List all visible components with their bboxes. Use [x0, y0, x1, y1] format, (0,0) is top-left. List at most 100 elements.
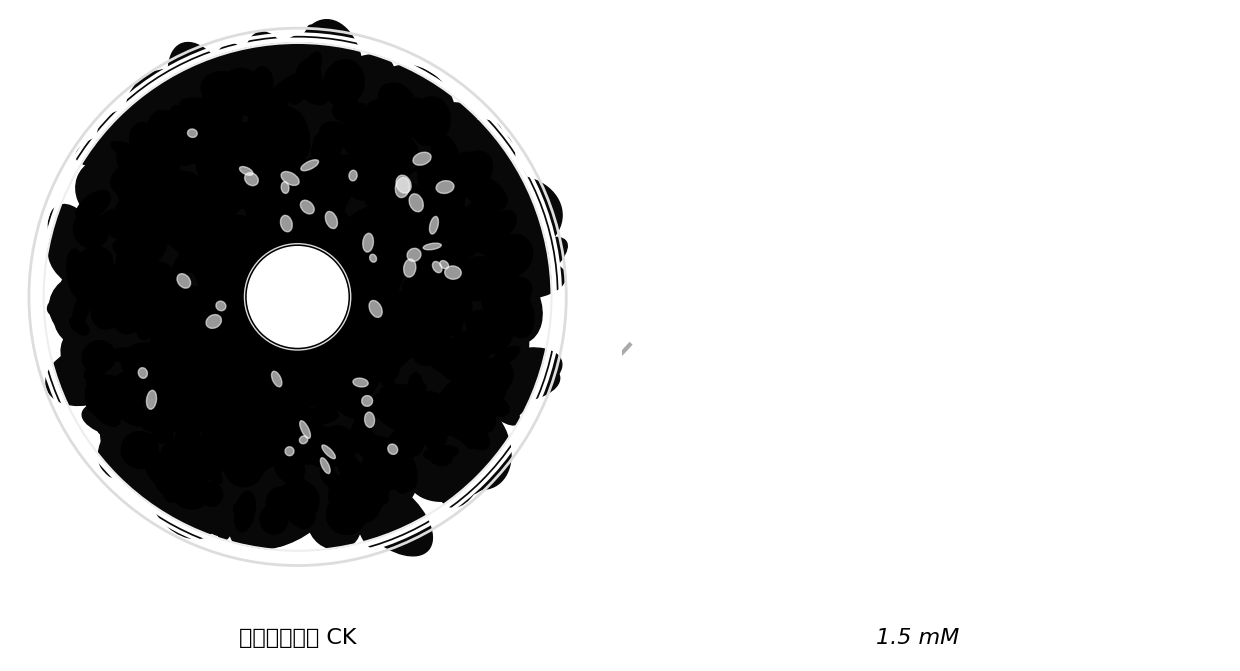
- Ellipse shape: [143, 395, 205, 462]
- Ellipse shape: [325, 223, 346, 260]
- Ellipse shape: [238, 168, 316, 265]
- Ellipse shape: [342, 307, 376, 352]
- Ellipse shape: [222, 209, 280, 251]
- Ellipse shape: [218, 123, 277, 160]
- Ellipse shape: [336, 98, 378, 140]
- Ellipse shape: [446, 345, 520, 425]
- Ellipse shape: [134, 221, 155, 256]
- Ellipse shape: [337, 243, 414, 340]
- Ellipse shape: [410, 103, 441, 135]
- Ellipse shape: [491, 346, 520, 366]
- Ellipse shape: [381, 384, 419, 401]
- Ellipse shape: [280, 482, 315, 528]
- Ellipse shape: [165, 190, 198, 241]
- Ellipse shape: [301, 274, 399, 344]
- Ellipse shape: [319, 199, 391, 255]
- Ellipse shape: [201, 72, 246, 105]
- Ellipse shape: [229, 461, 293, 546]
- Ellipse shape: [179, 176, 212, 236]
- Ellipse shape: [244, 190, 286, 240]
- Ellipse shape: [180, 98, 232, 125]
- Ellipse shape: [102, 289, 124, 317]
- Ellipse shape: [428, 175, 470, 219]
- Ellipse shape: [389, 430, 412, 454]
- Ellipse shape: [207, 293, 265, 326]
- Ellipse shape: [444, 245, 500, 320]
- Ellipse shape: [175, 304, 268, 332]
- Ellipse shape: [444, 410, 490, 450]
- Ellipse shape: [76, 126, 174, 167]
- Ellipse shape: [156, 459, 182, 483]
- Ellipse shape: [283, 350, 314, 393]
- Ellipse shape: [463, 175, 507, 211]
- Ellipse shape: [320, 159, 353, 198]
- Ellipse shape: [268, 205, 299, 240]
- Ellipse shape: [299, 330, 339, 366]
- Ellipse shape: [352, 251, 381, 267]
- Ellipse shape: [310, 239, 351, 268]
- Ellipse shape: [218, 105, 242, 125]
- Ellipse shape: [236, 106, 314, 182]
- Ellipse shape: [309, 201, 370, 248]
- Ellipse shape: [213, 259, 252, 350]
- Ellipse shape: [252, 213, 301, 245]
- Ellipse shape: [246, 338, 306, 413]
- Ellipse shape: [501, 288, 534, 338]
- Ellipse shape: [134, 266, 182, 313]
- Ellipse shape: [263, 211, 288, 234]
- Ellipse shape: [366, 311, 466, 397]
- Ellipse shape: [311, 146, 329, 172]
- Ellipse shape: [470, 152, 527, 203]
- Ellipse shape: [388, 185, 413, 217]
- Ellipse shape: [367, 130, 404, 164]
- Ellipse shape: [383, 144, 432, 189]
- Ellipse shape: [440, 185, 502, 253]
- Ellipse shape: [120, 364, 145, 417]
- Ellipse shape: [310, 250, 391, 296]
- Ellipse shape: [238, 323, 268, 350]
- Ellipse shape: [373, 140, 402, 169]
- Ellipse shape: [115, 91, 191, 135]
- Ellipse shape: [312, 323, 388, 383]
- Ellipse shape: [290, 412, 357, 488]
- Ellipse shape: [326, 495, 367, 534]
- Ellipse shape: [210, 236, 260, 308]
- Ellipse shape: [401, 358, 464, 409]
- Ellipse shape: [143, 329, 186, 394]
- Ellipse shape: [274, 218, 312, 270]
- Ellipse shape: [151, 422, 174, 443]
- Ellipse shape: [429, 217, 453, 269]
- Ellipse shape: [185, 199, 267, 248]
- Ellipse shape: [165, 125, 201, 165]
- Ellipse shape: [177, 360, 198, 399]
- Ellipse shape: [459, 215, 513, 256]
- Ellipse shape: [336, 297, 413, 374]
- Ellipse shape: [188, 95, 237, 162]
- Ellipse shape: [97, 110, 185, 192]
- Ellipse shape: [424, 446, 459, 460]
- Ellipse shape: [303, 426, 335, 449]
- Ellipse shape: [370, 275, 435, 362]
- Ellipse shape: [358, 332, 435, 407]
- Ellipse shape: [407, 184, 430, 221]
- Ellipse shape: [381, 152, 469, 211]
- Ellipse shape: [263, 174, 278, 194]
- Ellipse shape: [304, 354, 342, 384]
- Ellipse shape: [304, 163, 339, 203]
- Ellipse shape: [213, 480, 283, 537]
- Ellipse shape: [402, 259, 454, 315]
- Ellipse shape: [352, 103, 367, 129]
- Ellipse shape: [103, 229, 169, 298]
- Ellipse shape: [200, 183, 244, 215]
- Ellipse shape: [436, 294, 495, 344]
- Ellipse shape: [224, 231, 250, 270]
- Ellipse shape: [336, 348, 361, 386]
- Ellipse shape: [83, 265, 180, 323]
- Ellipse shape: [428, 120, 502, 172]
- Ellipse shape: [219, 417, 270, 464]
- Ellipse shape: [98, 425, 145, 478]
- Ellipse shape: [179, 325, 215, 376]
- Ellipse shape: [324, 153, 346, 180]
- Ellipse shape: [171, 105, 196, 134]
- Ellipse shape: [491, 184, 521, 244]
